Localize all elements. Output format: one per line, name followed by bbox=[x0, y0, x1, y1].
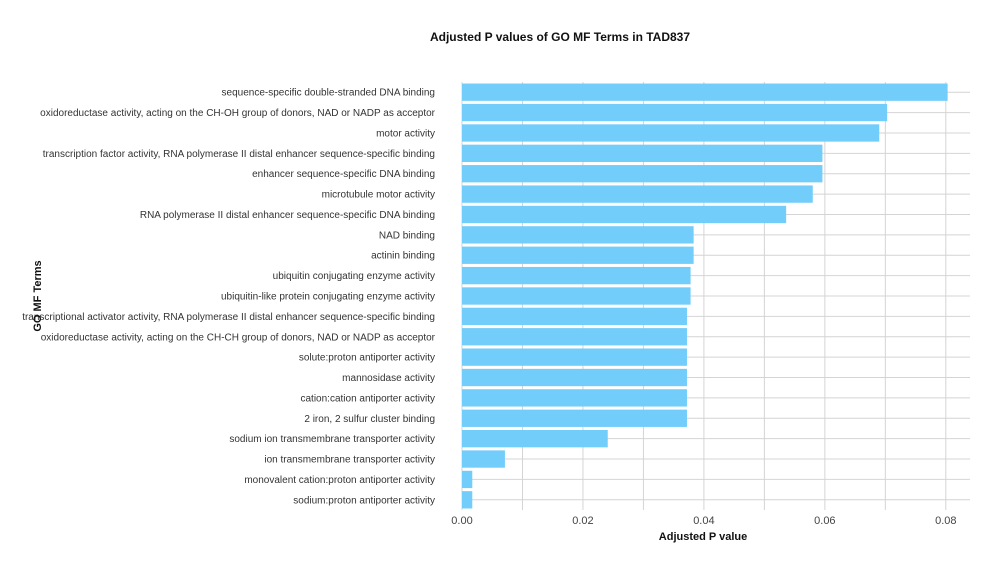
x-tick-label: 0.06 bbox=[814, 515, 835, 527]
category-label: transcriptional activator activity, RNA … bbox=[22, 312, 435, 323]
x-tick-label: 0.08 bbox=[935, 515, 956, 527]
bar bbox=[462, 124, 880, 142]
category-label: cation:cation antiporter activity bbox=[300, 393, 435, 404]
bar bbox=[462, 430, 608, 448]
x-tick-labels: 0.00 0.02 0.04 0.06 0.08 bbox=[451, 515, 956, 527]
x-axis-title: Adjusted P value bbox=[659, 531, 747, 543]
chart-title: Adjusted P values of GO MF Terms in TAD8… bbox=[430, 30, 690, 44]
category-label: actinin binding bbox=[371, 251, 435, 262]
bar bbox=[462, 205, 787, 224]
bar bbox=[462, 185, 813, 203]
x-tick-label: 0.00 bbox=[451, 515, 472, 527]
bars bbox=[462, 83, 948, 509]
bar bbox=[462, 328, 687, 346]
bar bbox=[462, 103, 888, 122]
category-label: oxidoreductase activity, acting on the C… bbox=[40, 108, 435, 119]
category-label: monovalent cation:proton antiporter acti… bbox=[244, 475, 435, 486]
bar bbox=[462, 226, 694, 244]
bar bbox=[462, 83, 948, 101]
bar bbox=[462, 307, 687, 326]
x-tick-label: 0.04 bbox=[693, 515, 714, 527]
category-label: sequence-specific double-stranded DNA bi… bbox=[222, 88, 435, 99]
x-tick-label: 0.02 bbox=[572, 515, 593, 527]
category-label: sodium:proton antiporter activity bbox=[293, 495, 435, 506]
bar bbox=[462, 368, 687, 387]
bar bbox=[462, 144, 823, 162]
category-label: ubiquitin conjugating enzyme activity bbox=[273, 271, 435, 282]
category-label: oxidoreductase activity, acting on the C… bbox=[41, 332, 436, 343]
bar bbox=[462, 389, 687, 407]
category-label: mannosidase activity bbox=[342, 373, 435, 384]
category-label: NAD binding bbox=[379, 230, 435, 241]
bar bbox=[462, 246, 694, 264]
category-labels: sequence-specific double-stranded DNA bi… bbox=[22, 88, 435, 507]
bar bbox=[462, 409, 687, 427]
category-label: 2 iron, 2 sulfur cluster binding bbox=[304, 414, 435, 425]
bar bbox=[462, 266, 691, 285]
category-label: ubiquitin-like protein conjugating enzym… bbox=[221, 292, 435, 303]
category-label: sodium ion transmembrane transporter act… bbox=[229, 434, 435, 445]
bar bbox=[462, 348, 687, 366]
y-axis-title: GO MF Terms bbox=[32, 260, 44, 331]
category-label: enhancer sequence-specific DNA binding bbox=[252, 169, 435, 180]
category-label: ion transmembrane transporter activity bbox=[264, 455, 435, 466]
category-label: solute:proton antiporter activity bbox=[299, 353, 435, 364]
bar bbox=[462, 470, 473, 489]
bar bbox=[462, 287, 691, 305]
bar bbox=[462, 165, 823, 183]
category-label: motor activity bbox=[376, 128, 435, 139]
category-label: transcription factor activity, RNA polym… bbox=[43, 149, 435, 160]
category-label: microtubule motor activity bbox=[322, 190, 435, 201]
category-label: RNA polymerase II distal enhancer sequen… bbox=[140, 210, 435, 221]
bar bbox=[462, 450, 505, 468]
bar bbox=[462, 491, 473, 509]
